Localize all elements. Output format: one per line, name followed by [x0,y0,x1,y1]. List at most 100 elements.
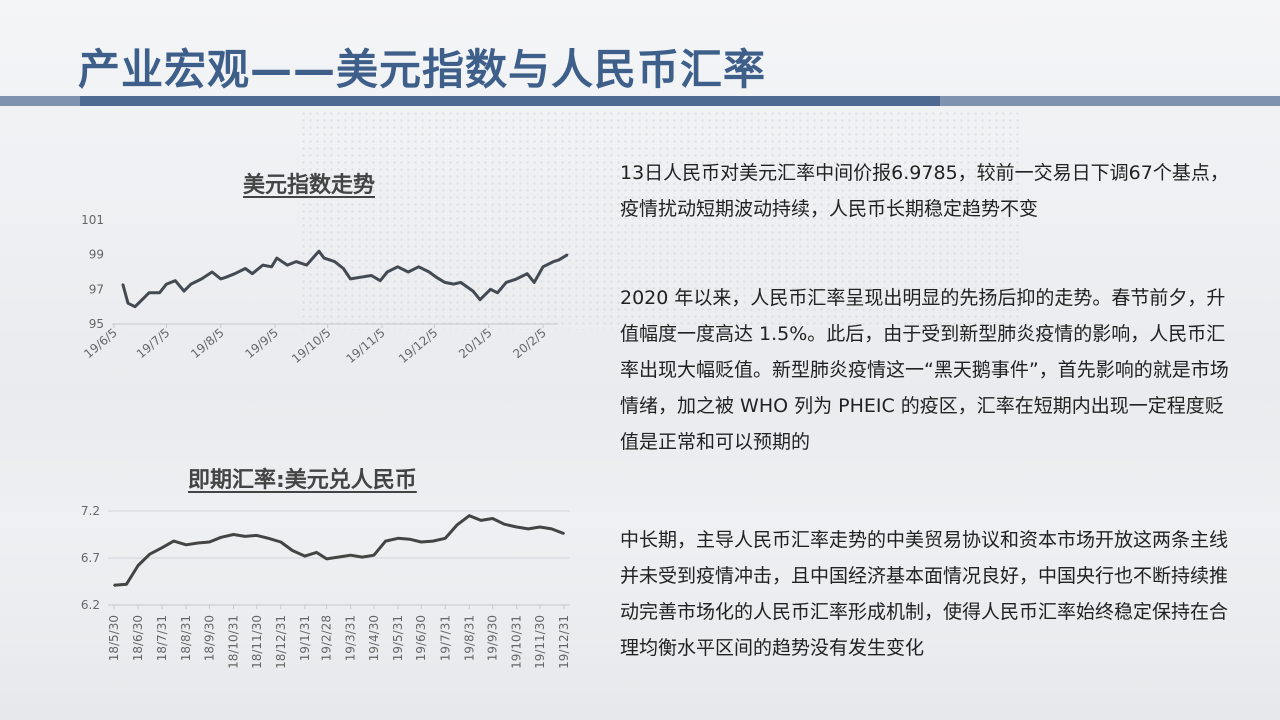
x-tick-label: 18/7/31 [155,615,169,661]
data-point [505,281,508,284]
data-point [456,524,458,526]
data-point [251,272,254,275]
x-tick-label: 19/10/31 [510,615,524,669]
data-point [386,271,389,273]
data-point [417,265,420,268]
data-point [496,291,499,294]
data-point [208,541,211,543]
data-point [472,290,474,292]
data-point [515,526,518,528]
y-tick-label: 7.2 [81,504,100,518]
x-tick-label: 20/2/5 [510,326,549,362]
data-point [317,250,320,253]
data-point [139,300,142,303]
data-point [373,554,375,557]
data-point [526,272,529,275]
data-point [137,564,139,567]
data-point [291,549,294,552]
data-point [370,274,373,277]
data-point [232,533,235,536]
data-point [127,302,129,305]
paragraph-intro: 13日人民币对美元汇率中间价报6.9785，较前一交易日下调67个基点，疫情扰动… [620,162,1229,220]
series-line [121,249,569,309]
x-tick-label: 18/11/30 [250,615,264,669]
data-point [557,258,560,261]
data-point [533,281,536,284]
world-map-background [300,110,1020,330]
x-tick-label: 18/5/30 [107,615,121,661]
usdcny-spot-chart: 6.2 6.7 7.2 18/5/30 18/6/30 18/7/31 18/8/31 18/… [81,504,571,669]
data-point [566,253,569,256]
data-point [342,267,345,270]
data-point [550,527,553,530]
x-tick-label: 18/10/31 [226,615,240,669]
data-point [515,278,518,280]
data-point [295,260,298,263]
x-tick-label: 19/9/5 [242,326,281,362]
data-point [185,543,188,546]
x-tick-label: 19/6/30 [414,615,428,661]
data-point [211,271,213,273]
x-tick-label: 19/4/30 [367,615,381,661]
data-point [444,537,447,540]
data-point [480,519,482,522]
data-point [361,556,364,558]
y-tick-label: 6.7 [81,551,100,565]
x-tick-label: 19/8/31 [462,615,476,661]
data-point [275,257,278,260]
data-point [303,555,306,558]
data-point [270,265,273,268]
x-tick-label: 18/9/30 [202,615,216,661]
data-point [420,541,423,543]
data-point [552,260,555,263]
x-tick-label: 19/2/28 [320,615,334,661]
data-point [255,534,258,537]
data-point [121,283,124,286]
data-point [148,553,151,556]
x-tick-label: 19/10/5 [289,326,333,366]
data-point [563,532,565,535]
x-tick-label: 19/3/31 [344,615,358,661]
paragraph-long-term: 中长期，主导人民币汇率走势的中美贸易协议和资本市场开放这两条主线并未受到疫情冲击… [620,529,1229,659]
data-point [489,288,492,291]
paragraph-2020-trend: 2020 年以来，人民币汇率呈现出明显的先扬后抑的走势。春节前夕，升值幅度一度高… [620,287,1229,453]
y-tick-label: 97 [89,282,104,296]
data-point [190,283,192,286]
y-tick-label: 99 [89,248,104,262]
chart-title-dollar-index: 美元指数走势 [243,173,376,198]
page-title: 产业宏观——美元指数与人民币汇率 [78,45,767,94]
data-point [491,517,494,520]
x-tick-label: 19/5/31 [391,615,405,661]
data-point [503,523,506,526]
x-tick-label: 19/1/31 [298,615,312,661]
data-point [435,276,438,279]
data-point [428,271,431,273]
data-point [158,291,161,294]
x-tick-label: 20/1/5 [456,326,495,362]
data-point [379,279,382,282]
x-tick-label: 19/8/5 [188,326,227,362]
data-point [174,279,177,282]
y-tick-label: 101 [81,213,104,227]
data-point [542,265,544,268]
data-point [305,264,308,266]
data-point [148,291,150,294]
y-tick-label: 6.2 [81,598,100,612]
x-tick-label: 19/12/5 [396,326,440,366]
x-tick-label: 19/11/30 [533,615,547,669]
data-point [539,526,541,528]
data-point [113,584,115,587]
data-point [384,540,387,542]
x-tick-label: 19/7/5 [134,326,173,362]
data-point [349,554,352,557]
data-point [407,271,410,273]
data-point [325,558,328,560]
data-point [315,551,318,554]
data-point [196,542,199,544]
data-point [233,272,236,275]
data-point [431,540,434,542]
y-tick-label: 95 [89,317,104,331]
x-tick-label: 18/8/31 [179,615,193,661]
data-point [397,537,399,540]
